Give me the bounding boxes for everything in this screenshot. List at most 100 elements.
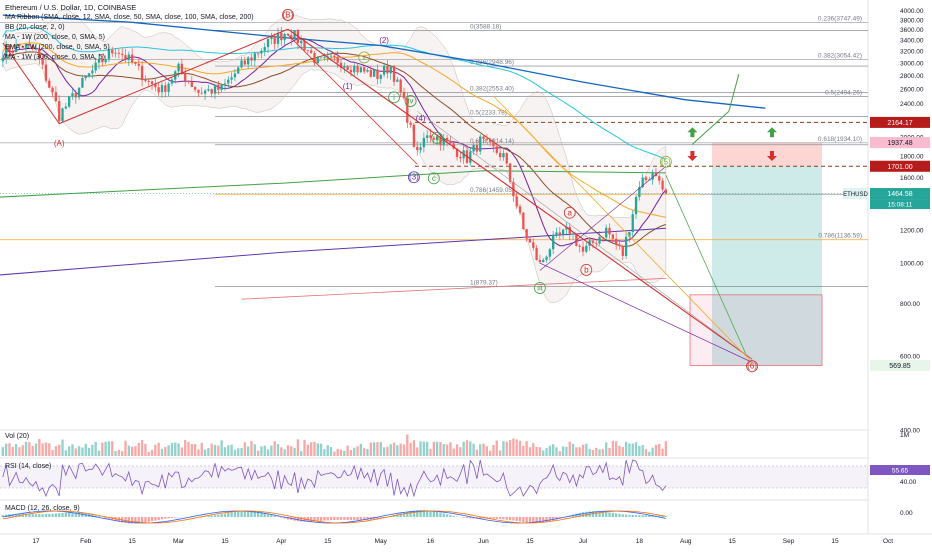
candle-body [539, 260, 541, 262]
candle-body [158, 87, 160, 92]
macd-histogram-bar [605, 512, 607, 517]
macd-histogram-bar [618, 514, 620, 517]
fib-label-3: 0.618(1934.10) [818, 136, 862, 143]
macd-histogram-bar [509, 517, 511, 520]
volume-bar [512, 438, 514, 456]
volume-bar [310, 442, 312, 456]
volume-bar [61, 440, 63, 456]
candle-body [413, 125, 415, 147]
macd-pane-label[interactable]: MACD (12, 26, close, 9) [5, 505, 80, 512]
candle-body [343, 66, 345, 68]
macd-histogram-bar [141, 517, 143, 523]
macd-histogram-bar [635, 515, 637, 517]
candle-body [525, 229, 527, 239]
candle-body [486, 139, 488, 140]
volume-bar [158, 443, 160, 456]
arrow-down-icon [687, 151, 697, 161]
volume-bar [396, 445, 398, 456]
volume-bar [476, 450, 478, 456]
macd-histogram-bar [330, 517, 332, 520]
candle-body [559, 232, 561, 234]
volume-bar [655, 445, 657, 456]
volume-pane-label[interactable]: Vol (20) [5, 433, 29, 440]
volume-bar [78, 446, 80, 456]
candle-body [492, 142, 494, 146]
candle-body [61, 108, 63, 121]
macd-histogram-bar [148, 517, 150, 522]
candle-body [277, 33, 279, 44]
candle-body [625, 237, 627, 256]
rsi-pane-label[interactable]: RSI (14, close) [5, 463, 51, 470]
volume-bar [124, 441, 126, 456]
candle-body [144, 80, 146, 81]
time-tick-label: 15 [129, 538, 137, 545]
candle-body [128, 55, 130, 60]
macd-histogram-bar [323, 517, 325, 521]
indicator-bb[interactable]: BB (20, close, 2, 0) [5, 23, 65, 32]
candle-body [535, 248, 537, 260]
candle-body [177, 64, 179, 72]
volume-bar [280, 447, 282, 456]
macd-tick: 0.00 [900, 510, 913, 517]
volume-bar [290, 446, 292, 456]
moving-averages [0, 10, 765, 303]
candle-body [383, 66, 385, 75]
candle-body [409, 123, 411, 125]
candle-body [151, 81, 153, 84]
time-tick-label: Apr [276, 538, 287, 545]
volume-bar [462, 442, 464, 456]
volume-bar [426, 442, 428, 456]
volume-bar [151, 450, 153, 456]
indicator-ma-ribbon[interactable]: MA Ribbon (SMA, close, 12, SMA, close, 5… [5, 13, 254, 22]
time-tick-label: 17 [32, 538, 40, 545]
volume-bar [297, 439, 299, 456]
macd-histogram-bar [446, 514, 448, 517]
volume-bar [618, 446, 620, 456]
volume-bar [240, 448, 242, 456]
volume-bar [95, 442, 97, 456]
macd-histogram-bar [628, 515, 630, 517]
volume-bar [128, 446, 130, 456]
volume-bar [575, 447, 577, 456]
candle-body [230, 77, 232, 79]
volume-bar [270, 446, 272, 456]
volume-bar [134, 446, 136, 456]
macd-histogram-bar [337, 517, 339, 520]
volume-bar [337, 449, 339, 456]
volume-bar [482, 444, 484, 456]
volume-bar [287, 445, 289, 456]
volume-bar [267, 449, 269, 456]
macd-histogram-bar [227, 513, 229, 517]
candle-body [632, 214, 634, 232]
indicator-ma-1w-300[interactable]: MA - 1W (300, close, 0, SMA, 5) [5, 53, 105, 62]
macd-histogram-bar [211, 516, 213, 517]
volume-bar [605, 442, 607, 456]
volume-bar [51, 450, 53, 456]
price-tick-label: 1000.00 [900, 261, 924, 268]
macd-histogram-bar [161, 517, 163, 519]
candle-body [201, 93, 203, 94]
volume-bar [409, 443, 411, 456]
candle-body [171, 80, 173, 84]
fib-label-7: 0.382(2553.40) [470, 85, 514, 92]
arrow-up-icon [687, 127, 697, 137]
volume-bar [8, 443, 10, 456]
macd-histogram-bar [519, 517, 521, 521]
volume-bar [565, 447, 567, 456]
volume-bar [509, 440, 511, 456]
volume-bar [572, 444, 574, 456]
volume-bar [138, 443, 140, 456]
candle-body [330, 56, 332, 57]
volume-bar [68, 446, 70, 456]
candle-body [187, 81, 189, 82]
indicator-ema-1w-200[interactable]: EMA - 1W (200, close, 0, SMA, 5) [5, 43, 110, 52]
macd-histogram-bar [310, 517, 312, 522]
candle-body [197, 90, 199, 93]
volume-bar [35, 444, 37, 456]
candle-body [363, 67, 365, 71]
macd-histogram-bar [48, 514, 50, 517]
indicator-ma-1w-200[interactable]: MA - 1W (200, close, 0, SMA, 5) [5, 33, 105, 42]
price-axis[interactable]: 400.00600.00800.001000.001200.001400.001… [843, 8, 930, 435]
